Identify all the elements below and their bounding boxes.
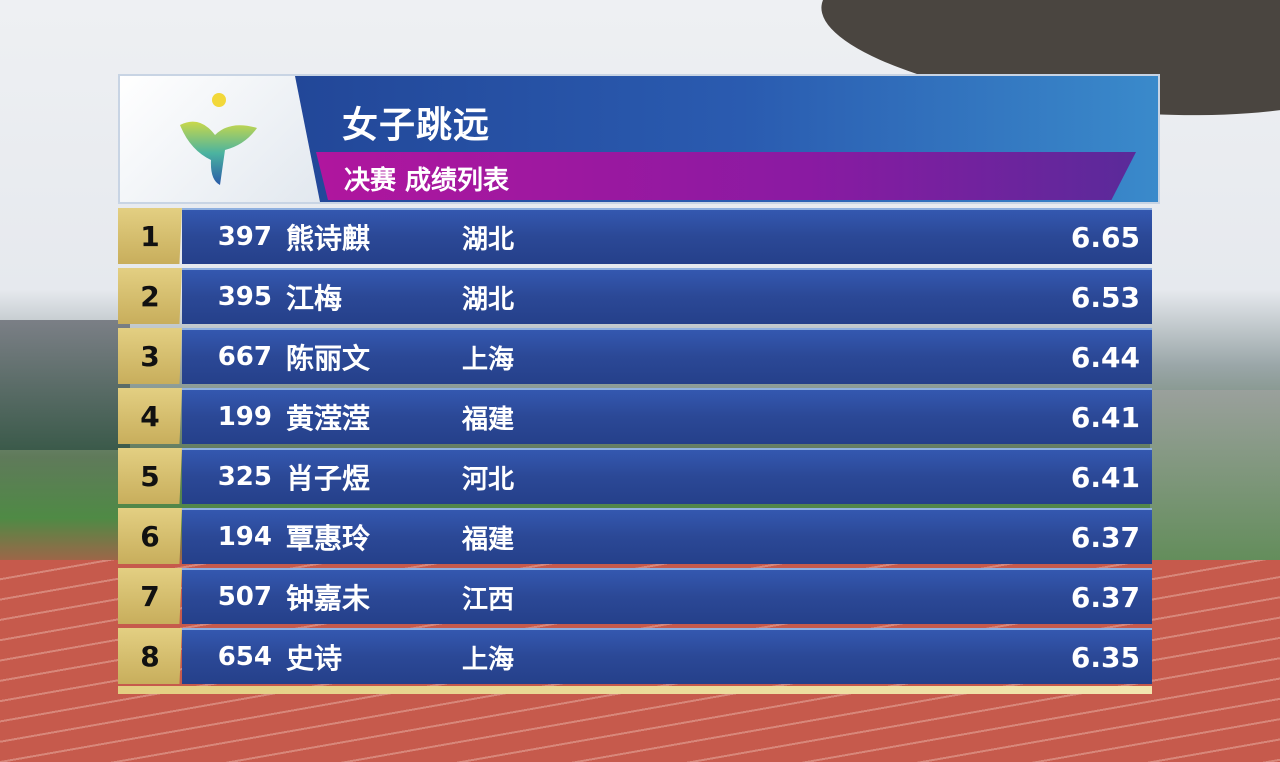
table-row: 5 325 肖子煜 河北 6.41 — [118, 448, 1160, 504]
province: 福建 — [462, 524, 515, 555]
bib-number: 395 — [217, 282, 272, 312]
result-mark: 6.65 — [1070, 220, 1140, 254]
event-subtitle: 决赛 成绩列表 — [344, 166, 510, 196]
bib-number: 667 — [217, 342, 272, 372]
province: 福建 — [462, 404, 515, 435]
rank-cell: 6 — [118, 508, 182, 564]
subtitle-bar — [316, 152, 1136, 200]
rank-cell: 1 — [118, 208, 182, 264]
athlete-name: 江梅 — [286, 282, 343, 315]
athlete-name: 钟嘉未 — [286, 582, 371, 615]
bib-number: 325 — [217, 462, 272, 492]
bib-number: 199 — [217, 402, 272, 432]
result-mark: 6.41 — [1070, 460, 1140, 494]
result-mark: 6.37 — [1070, 580, 1140, 614]
stadium-stand-left — [0, 320, 130, 450]
table-row: 2 395 江梅 湖北 6.53 — [118, 268, 1160, 324]
athlete-bar: 325 肖子煜 河北 6.41 — [182, 448, 1152, 504]
province: 河北 — [462, 464, 515, 495]
athlete-name: 肖子煜 — [286, 462, 371, 495]
results-table: 1 397 熊诗麒 湖北 6.65 2 395 江梅 湖北 6.53 3 667… — [118, 208, 1160, 684]
table-row: 6 194 覃惠玲 福建 6.37 — [118, 508, 1160, 564]
table-row: 3 667 陈丽文 上海 6.44 — [118, 328, 1160, 384]
board-footer-line — [118, 686, 1152, 694]
rank-cell: 4 — [118, 388, 182, 444]
bib-number: 397 — [217, 222, 272, 252]
province: 上海 — [462, 644, 515, 675]
athlete-bar: 397 熊诗麒 湖北 6.65 — [182, 208, 1152, 264]
event-title: 女子跳远 — [342, 105, 491, 146]
province: 湖北 — [462, 224, 515, 255]
athlete-name: 史诗 — [286, 642, 343, 675]
result-mark: 6.53 — [1070, 280, 1140, 314]
athlete-bar: 395 江梅 湖北 6.53 — [182, 268, 1152, 324]
rank-cell: 5 — [118, 448, 182, 504]
rank-cell: 2 — [118, 268, 182, 324]
bib-number: 194 — [217, 522, 272, 552]
province: 湖北 — [462, 284, 515, 315]
bib-number: 507 — [217, 582, 272, 612]
rank-cell: 3 — [118, 328, 182, 384]
athlete-bar: 199 黄滢滢 福建 6.41 — [182, 388, 1152, 444]
bib-number: 654 — [217, 642, 272, 672]
stadium-stand-right — [1150, 390, 1280, 590]
athlete-bar: 507 钟嘉未 江西 6.37 — [182, 568, 1152, 624]
table-row: 1 397 熊诗麒 湖北 6.65 — [118, 208, 1160, 264]
board-header: 女子跳远 决赛 成绩列表 — [118, 74, 1160, 204]
result-mark: 6.37 — [1070, 520, 1140, 554]
athlete-name: 陈丽文 — [286, 342, 371, 375]
athlete-bar: 194 覃惠玲 福建 6.37 — [182, 508, 1152, 564]
logo-panel — [120, 76, 320, 202]
table-row: 7 507 钟嘉未 江西 6.37 — [118, 568, 1160, 624]
result-mark: 6.41 — [1070, 400, 1140, 434]
athlete-bar: 667 陈丽文 上海 6.44 — [182, 328, 1152, 384]
athlete-name: 覃惠玲 — [286, 522, 371, 555]
result-mark: 6.35 — [1070, 640, 1140, 674]
table-row: 4 199 黄滢滢 福建 6.41 — [118, 388, 1160, 444]
athlete-bar: 654 史诗 上海 6.35 — [182, 628, 1152, 684]
province: 上海 — [462, 344, 515, 375]
result-mark: 6.44 — [1070, 340, 1140, 374]
province: 江西 — [462, 584, 515, 615]
rank-cell: 8 — [118, 628, 182, 684]
athlete-name: 黄滢滢 — [286, 402, 371, 435]
table-row: 8 654 史诗 上海 6.35 — [118, 628, 1160, 684]
athlete-name: 熊诗麒 — [286, 222, 371, 255]
results-board: 女子跳远 决赛 成绩列表 1 397 熊诗麒 湖北 6.65 2 395 江梅 … — [118, 74, 1160, 694]
games-logo-icon — [180, 93, 257, 185]
rank-cell: 7 — [118, 568, 182, 624]
